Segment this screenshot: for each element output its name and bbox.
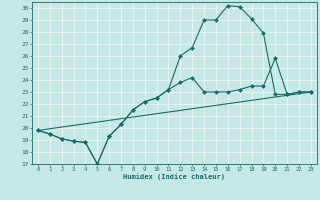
X-axis label: Humidex (Indice chaleur): Humidex (Indice chaleur)	[124, 173, 225, 180]
